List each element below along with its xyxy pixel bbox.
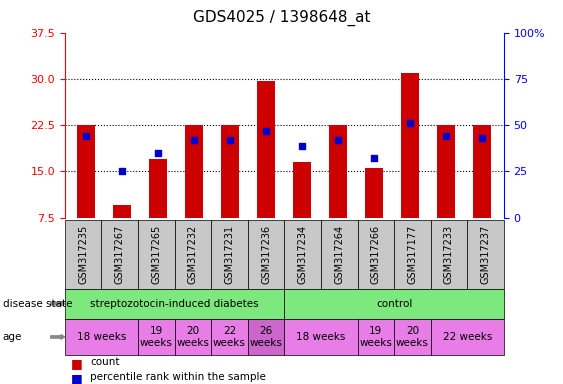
Point: [118, 169, 127, 175]
Bar: [221, 125, 239, 218]
Bar: [149, 159, 167, 218]
Bar: [473, 125, 491, 218]
Text: 22
weeks: 22 weeks: [213, 326, 246, 348]
Point: [406, 120, 415, 126]
Bar: [401, 73, 419, 218]
Text: 19
weeks: 19 weeks: [359, 326, 392, 348]
Text: GSM317237: GSM317237: [481, 225, 490, 284]
Text: GSM317267: GSM317267: [115, 225, 124, 284]
Text: GSM317234: GSM317234: [298, 225, 307, 284]
Text: GDS4025 / 1398648_at: GDS4025 / 1398648_at: [193, 10, 370, 26]
Bar: [113, 205, 131, 218]
Point: [334, 137, 343, 143]
Point: [190, 137, 199, 143]
Point: [370, 156, 379, 162]
Text: count: count: [90, 357, 119, 367]
Text: GSM317265: GSM317265: [151, 225, 161, 284]
Text: age: age: [3, 332, 22, 342]
Text: GSM317266: GSM317266: [371, 225, 381, 284]
Point: [442, 133, 451, 139]
Text: 22 weeks: 22 weeks: [443, 332, 492, 342]
Point: [478, 135, 487, 141]
Text: 19
weeks: 19 weeks: [140, 326, 173, 348]
Text: GSM317231: GSM317231: [225, 225, 234, 284]
Text: GSM317235: GSM317235: [78, 225, 88, 284]
Text: streptozotocin-induced diabetes: streptozotocin-induced diabetes: [90, 299, 259, 309]
Text: disease state: disease state: [3, 299, 72, 309]
Bar: [329, 125, 347, 218]
Text: 18 weeks: 18 weeks: [296, 332, 346, 342]
Text: ■: ■: [70, 372, 82, 384]
Text: GSM317264: GSM317264: [334, 225, 344, 284]
Point: [154, 150, 163, 156]
Bar: [77, 125, 95, 218]
Bar: [257, 81, 275, 218]
Text: percentile rank within the sample: percentile rank within the sample: [90, 372, 266, 382]
Text: ■: ■: [70, 357, 82, 370]
Bar: [365, 168, 383, 218]
Text: GSM317177: GSM317177: [408, 225, 417, 284]
Text: control: control: [376, 299, 412, 309]
Text: GSM317233: GSM317233: [444, 225, 454, 284]
Point: [298, 142, 307, 149]
Text: 18 weeks: 18 weeks: [77, 332, 126, 342]
Text: 20
weeks: 20 weeks: [396, 326, 429, 348]
Text: 26
weeks: 26 weeks: [249, 326, 283, 348]
Point: [262, 127, 271, 134]
Text: GSM317232: GSM317232: [188, 225, 198, 284]
Point: [226, 137, 235, 143]
Bar: [437, 125, 455, 218]
Text: GSM317236: GSM317236: [261, 225, 271, 284]
Bar: [293, 162, 311, 218]
Bar: [185, 125, 203, 218]
Point: [82, 133, 91, 139]
Text: 20
weeks: 20 weeks: [176, 326, 209, 348]
